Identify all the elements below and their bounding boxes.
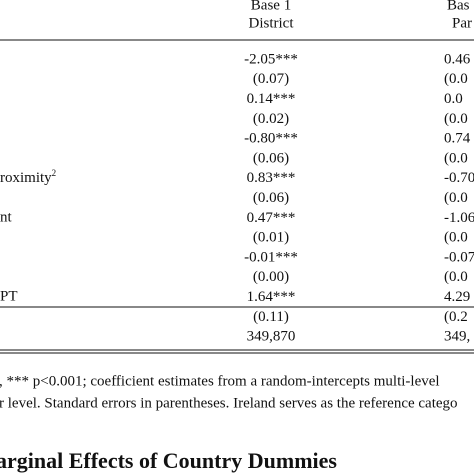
label-text: roximity <box>0 170 52 186</box>
note: r level. Standard errors in parentheses.… <box>0 395 458 411</box>
cell: -1.06 <box>444 210 474 226</box>
cell: 4.29 <box>444 289 470 305</box>
cell: (0.0 <box>444 71 468 87</box>
cell: 0.0 <box>444 91 463 107</box>
row-label: roximity2 <box>0 168 56 186</box>
cell: (0.0 <box>444 150 468 166</box>
cell: (0.0 <box>444 111 468 127</box>
cell: (0.06) <box>253 190 289 206</box>
cell: 0.46 <box>444 51 471 67</box>
cell: 0.83*** <box>247 170 296 186</box>
cell: (0.2 <box>444 309 468 325</box>
cell: -0.70 <box>444 170 474 186</box>
label-text: nt <box>0 210 13 226</box>
column-header: Bas <box>447 0 470 13</box>
cell: (0.0 <box>444 230 468 246</box>
cell: 1.64*** <box>247 289 296 305</box>
cell: 0.47*** <box>247 210 296 226</box>
cell: 0.14*** <box>247 91 296 107</box>
cell: (0.02) <box>253 111 289 127</box>
cell: (0.0 <box>444 269 468 285</box>
superscript: 2 <box>52 168 57 178</box>
cell: 349, <box>444 329 470 345</box>
column-header: Base 1 <box>251 0 291 13</box>
section-heading: arginal Effects of Country Dummies <box>0 448 337 473</box>
column-header: Par <box>452 15 472 31</box>
cell: (0.00) <box>253 269 289 285</box>
cell: -0.01*** <box>244 249 298 265</box>
cell: 349,870 <box>247 329 296 345</box>
row-label: PT <box>0 289 18 305</box>
cell: (0.07) <box>253 71 289 87</box>
cell: (0.11) <box>253 309 289 325</box>
cell: 0.74 <box>444 131 471 147</box>
label-text: PT <box>0 289 18 305</box>
row-label: nt <box>0 210 13 226</box>
cell: (0.06) <box>253 150 289 166</box>
cell: (0.0 <box>444 190 468 206</box>
column-header: District <box>249 15 295 31</box>
cell: -2.05*** <box>244 51 298 67</box>
note: , *** p<0.001; coefficient estimates fro… <box>0 373 440 389</box>
cell: (0.01) <box>253 230 289 246</box>
cell: -0.80*** <box>244 131 298 147</box>
cell: -0.07 <box>444 249 474 265</box>
